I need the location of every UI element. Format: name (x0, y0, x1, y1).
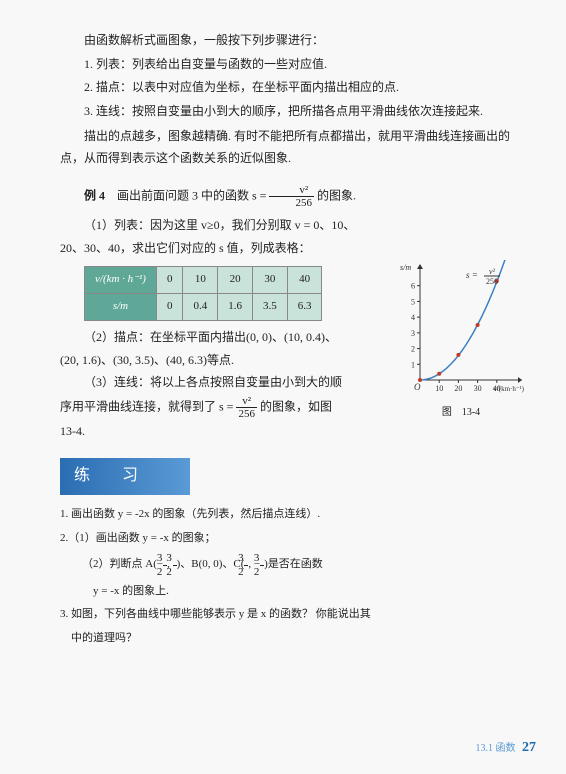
svg-text:6: 6 (411, 282, 415, 291)
step-1: 1. 列表：列表给出自变量与函数的一些对应值. (60, 54, 526, 76)
svg-text:5: 5 (411, 297, 415, 306)
svg-text:3: 3 (411, 329, 415, 338)
note: 描出的点越多，图象越精确. 有时不能把所有点都描出，就用平滑曲线连接画出的点，从… (60, 126, 526, 169)
svg-text:v/(km·h⁻¹): v/(km·h⁻¹) (493, 385, 524, 393)
example-4: 例 4 画出前面问题 3 中的函数 s = v²256 的图象. (60, 184, 526, 209)
exercise-2: 2.（1）画出函数 y = -x 的图象； (60, 529, 526, 549)
exercise-3a: 3. 如图，下列各曲线中哪些能够表示 y 是 x 的函数？ 你能说出其 (60, 605, 526, 625)
example-label: 例 4 (84, 188, 105, 202)
example-text-suf: 的图象. (314, 188, 356, 202)
step-2: 2. 描点：以表中对应值为坐标，在坐标平面内描出相应的点. (60, 77, 526, 99)
page-footer: 13.1 函数 27 (476, 735, 537, 760)
row2-header: s/m (85, 293, 157, 320)
svg-text:2: 2 (411, 345, 415, 354)
svg-text:256: 256 (486, 277, 498, 286)
p2-b: (20, 1.6)、(30, 3.5)、(40, 6.3)等点. (60, 350, 390, 372)
formula-frac: v²256 (269, 184, 314, 209)
section-title: 练 习 (60, 458, 190, 495)
p3-a: （3）连线：将以上各点按照自变量由小到大的顺 (60, 372, 390, 394)
svg-text:4: 4 (411, 313, 415, 322)
exercise-2b: （2）判断点 A(−32, 32)、B(0, 0)、C(32, −32)是否在函… (60, 552, 526, 577)
p1-b: 20、30、40，求出它们对应的 s 值，列成表格： (60, 238, 526, 260)
svg-text:10: 10 (435, 384, 443, 393)
exercise-2c: y = -x 的图象上. (60, 582, 526, 602)
data-table: v/(km · h⁻¹) 0 10 20 30 40 s/m 0 0.4 1.6… (84, 266, 322, 321)
row1-header: v/(km · h⁻¹) (85, 266, 157, 293)
svg-text:30: 30 (474, 384, 482, 393)
svg-text:s/m: s/m (400, 263, 411, 272)
step-3: 3. 连线：按照自变量由小到大的顺序，把所描各点用平滑曲线依次连接起来. (60, 101, 526, 123)
chart-13-4: 10203040123456Os/mv/(km·h⁻¹)s =v²256 (396, 260, 526, 400)
svg-text:s =: s = (466, 270, 478, 280)
svg-text:20: 20 (454, 384, 462, 393)
svg-text:O: O (414, 382, 421, 392)
svg-text:1: 1 (411, 360, 415, 369)
exercise-1: 1. 画出函数 y = -2x 的图象（先列表，然后描点连线）. (60, 505, 526, 525)
exercise-3b: 中的道理吗？ (60, 629, 526, 649)
formula-frac-2: v²256 (236, 395, 257, 420)
p3-b: 序用平滑曲线连接，就得到了 s = v²256 的图象，如图 (60, 395, 390, 420)
p3-c: 13-4. (60, 421, 390, 443)
svg-text:v²: v² (489, 267, 496, 276)
p1-a: （1）列表：因为这里 v≥0，我们分别取 v = 0、10、 (60, 215, 526, 237)
intro: 由函数解析式画图象，一般按下列步骤进行： (60, 30, 526, 52)
chart-caption: 图 13-4 (396, 404, 526, 422)
page-number: 27 (522, 740, 536, 755)
example-text-pre: 画出前面问题 3 中的函数 s = (105, 188, 266, 202)
p2-a: （2）描点：在坐标平面内描出(0, 0)、(10, 0.4)、 (60, 327, 390, 349)
